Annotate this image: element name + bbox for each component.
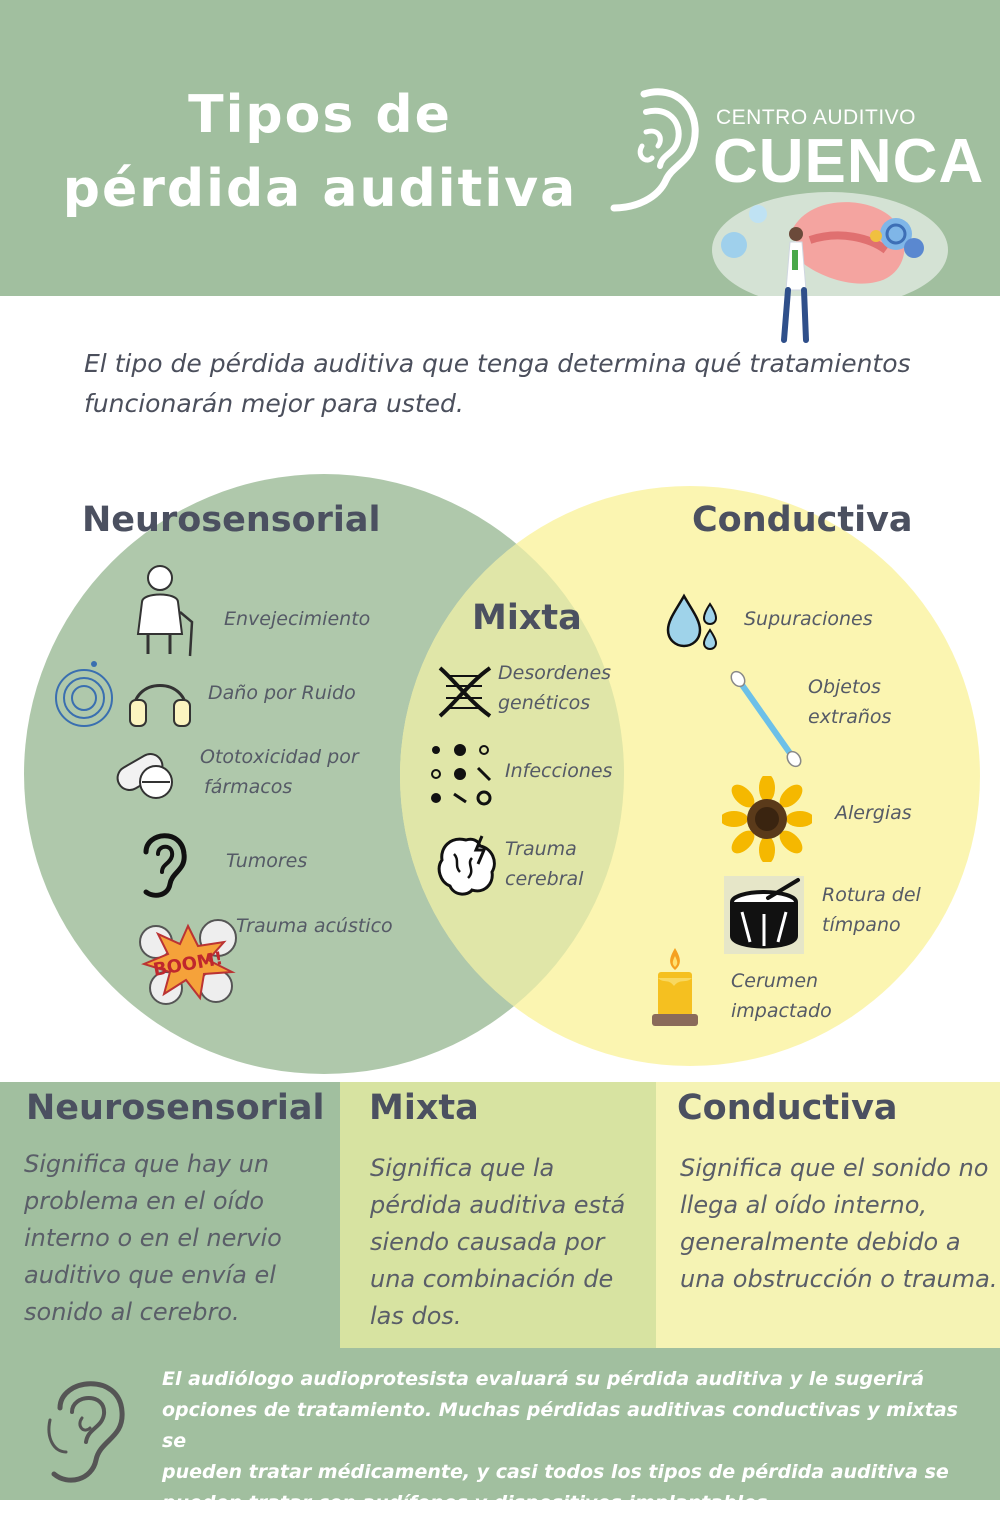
item-objetos-extranos: Objetos extraños — [808, 676, 892, 728]
title-line-2: pérdida auditiva — [62, 159, 578, 219]
brand-subtitle: CENTRO AUDITIVO — [716, 106, 917, 129]
title-line-1: Tipos de — [188, 85, 452, 145]
conductiva-title: Conductiva — [692, 500, 913, 540]
panel-conductiva-title: Conductiva — [677, 1088, 898, 1128]
footer-ear-icon — [47, 1381, 125, 1483]
doctor-ear-illustration — [712, 192, 948, 343]
panel-neurosensorial-text: Significa que hay un problema en el oído… — [24, 1150, 282, 1326]
panel-mixta-title: Mixta — [369, 1088, 479, 1128]
panel-neurosensorial: Neurosensorial Significa que hay un prob… — [0, 1082, 340, 1348]
cotton-swab-icon — [730, 670, 802, 768]
headphones-icon — [55, 661, 191, 727]
item-rotura-timpano: Rotura del tímpano — [822, 884, 921, 936]
pills-icon — [116, 753, 173, 799]
item-alergias: Alergias — [835, 802, 912, 824]
water-drops-icon — [666, 593, 718, 650]
candle-icon — [652, 948, 698, 1026]
panel-mixta-text: Significa que la pérdida auditiva está s… — [370, 1154, 626, 1330]
neurosensorial-title: Neurosensorial — [82, 500, 381, 540]
panel-conductiva-text: Significa que el sonido no llega al oído… — [680, 1154, 998, 1293]
drum-icon — [724, 876, 804, 954]
item-trauma-acustico: Trauma acústico — [236, 915, 393, 937]
item-dano-ruido: Daño por Ruido — [208, 682, 356, 704]
footer-banner — [0, 1348, 1000, 1500]
panel-neurosensorial-title: Neurosensorial — [26, 1088, 325, 1128]
intro-text: El tipo de pérdida auditiva que tenga de… — [84, 349, 911, 418]
footer-text: El audiólogo audioprotesista evaluará su… — [162, 1368, 958, 1514]
item-infecciones: Infecciones — [505, 760, 613, 782]
mixta-overlap — [400, 486, 624, 1066]
brain-icon — [437, 835, 496, 896]
item-trauma-cerebral: Trauma cerebral — [505, 838, 584, 890]
boom-explosion-icon: BOOM! — [139, 919, 237, 1005]
item-envejecimiento: Envejecimiento — [224, 608, 371, 630]
logo-ear-icon — [610, 88, 699, 212]
microbes-icon — [431, 744, 492, 806]
panel-conductiva: Conductiva Significa que el sonido no ll… — [656, 1082, 1000, 1348]
ear-icon — [143, 833, 187, 898]
elderly-person-icon — [136, 565, 194, 657]
item-ototoxicidad: Ototoxicidad por fármacos — [200, 746, 359, 798]
sunflower-icon — [722, 776, 812, 862]
item-supuraciones: Supuraciones — [744, 608, 873, 630]
dna-icon — [438, 666, 492, 718]
panel-mixta: Mixta Significa que la pérdida auditiva … — [340, 1082, 656, 1348]
item-tumores: Tumores — [226, 850, 308, 872]
brand-name: CUENCA — [713, 127, 985, 196]
item-cerumen-impactado: Cerumen impactado — [731, 970, 832, 1022]
mixta-title: Mixta — [472, 598, 582, 638]
item-desordenes-geneticos: Desordenes genéticos — [498, 662, 612, 714]
page-title: Tipos de pérdida auditiva — [40, 78, 600, 226]
